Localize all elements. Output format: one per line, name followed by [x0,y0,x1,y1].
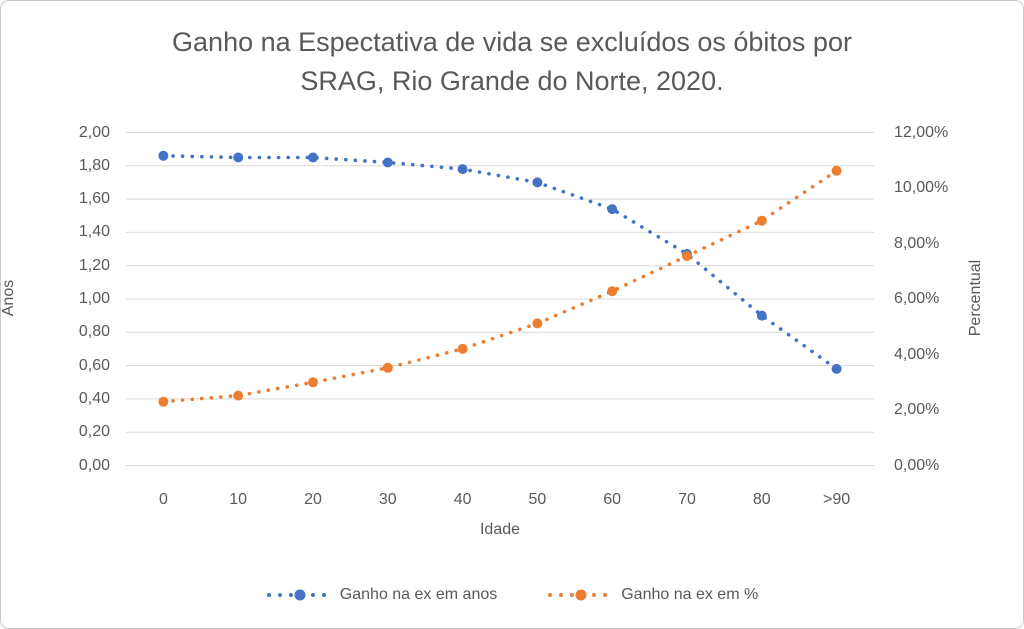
data-point [233,152,244,163]
left-axis-tick: 0,80 [78,323,110,341]
left-axis-tick: 1,40 [78,223,110,241]
right-axis-tick: 0,00% [894,456,940,474]
data-point [682,251,692,261]
right-axis-tick: 4,00% [894,345,940,363]
data-point [756,310,767,321]
data-point [607,204,618,215]
legend-label: Ganho na ex em anos [339,586,498,603]
left-axis-tick: 0,00 [78,456,110,474]
data-point [158,396,169,407]
left-axis-tick: 1,00 [78,290,110,307]
x-axis-tick: 60 [603,491,622,508]
x-axis-tick: 70 [678,491,696,508]
data-point [457,343,468,354]
data-point [532,177,543,188]
left-axis-tick: 2,00 [78,123,110,141]
x-axis-tick: >90 [823,491,851,508]
data-point [756,215,767,226]
data-point [532,318,543,329]
x-axis-title: Idade [479,521,521,538]
left-axis-tick: 0,60 [78,356,110,374]
right-axis-tick: 8,00% [894,234,940,252]
legend-item: Ganho na ex em % [547,586,758,604]
x-axis-tick: 40 [453,491,472,508]
x-axis-tick: 0 [158,491,168,508]
right-axis-tick: 10,00% [894,179,949,196]
legend-marker-icon [548,589,608,601]
left-axis-tick: 1,60 [78,190,110,208]
left-axis-tick: 1,80 [78,156,110,174]
legend-label: Ganho na ex em % [621,586,759,603]
x-axis-tick: 80 [752,491,771,508]
data-point [308,152,318,163]
left-axis-tick: 0,20 [78,423,110,441]
right-axis-tick: 2,00% [894,401,940,418]
chart-title-line1: Ganho na Espectativa de vida se excluído… [172,27,852,57]
x-axis-tick: 20 [304,491,322,508]
x-axis-tick: 30 [378,491,397,508]
right-axis-title: Percentual [967,259,984,337]
series-line-1 [161,169,839,404]
legend-item: Ganho na ex em anos [266,586,497,604]
x-axis-tick: 50 [528,491,547,508]
x-axis-tick: 10 [229,491,248,508]
right-axis-tick: 12,00% [894,123,949,141]
left-axis-tick: 1,20 [78,256,110,274]
legend-marker-icon [266,589,326,601]
data-point [308,377,318,388]
data-point [457,164,468,175]
data-point [607,286,618,297]
left-axis-tick: 0,40 [78,389,110,407]
data-point [158,150,169,161]
series-line-0 [161,154,839,371]
chart-title-line2: SRAG, Rio Grande do Norte, 2020. [300,66,724,96]
data-point [233,390,244,401]
data-point [831,363,842,374]
data-point [382,362,393,373]
chart-title: Ganho na Espectativa de vida se excluído… [1,23,1023,101]
right-axis-tick: 6,00% [894,290,940,307]
left-axis-title: Anos [0,279,17,317]
data-point [382,157,393,168]
legend: Ganho na ex em anos Ganho na ex em % [1,586,1023,604]
data-point [831,165,842,176]
